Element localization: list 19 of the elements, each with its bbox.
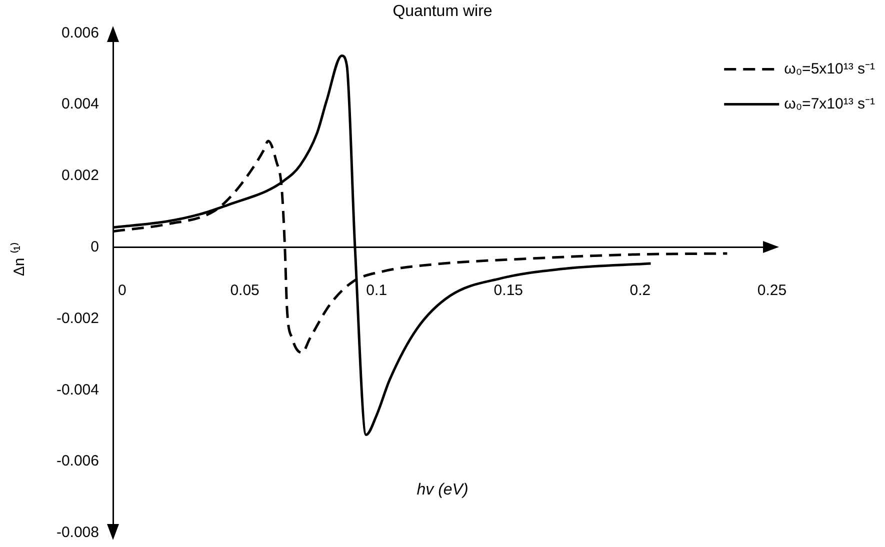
y-tick-label: -0.006 (56, 452, 99, 470)
legend-label: ω₀=5x10¹³ s⁻¹ (784, 60, 876, 78)
y-tick-label: 0 (90, 238, 99, 256)
y-axis-title: Δn ⁽¹⁾ (10, 242, 28, 276)
y-tick-label: -0.008 (56, 524, 99, 542)
chart-title: Quantum wire (392, 3, 492, 20)
x-tick-label: 0.15 (494, 282, 523, 300)
x-axis-title: hv (eV) (416, 481, 468, 498)
y-tick-label: 0.002 (61, 167, 99, 184)
y-tick-label: 0.004 (61, 96, 99, 113)
x-tick-label: 0 (118, 282, 126, 300)
y-tick-label: 0.006 (61, 24, 99, 42)
x-tick-label: 0.25 (757, 282, 787, 300)
y-tick-label: -0.004 (56, 381, 99, 398)
y-tick-label: -0.002 (56, 310, 99, 327)
x-tick-label: 0.05 (230, 282, 260, 300)
x-tick-label: 0.1 (366, 282, 388, 300)
x-tick-label: 0.2 (630, 282, 651, 300)
legend-label: ω₀=7x10¹³ s⁻¹ (784, 95, 876, 112)
